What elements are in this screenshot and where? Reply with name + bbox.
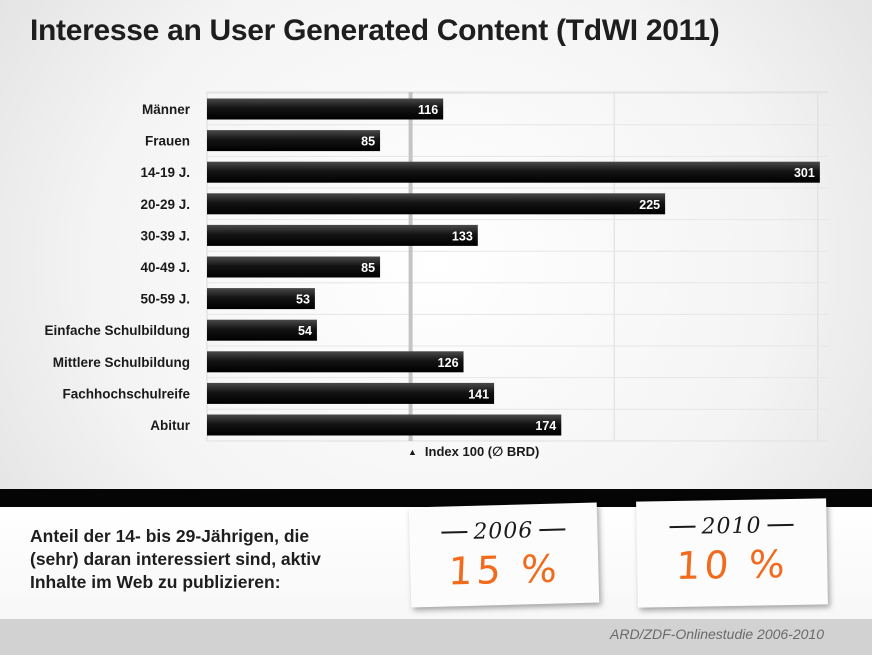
source-caption: ARD/ZDF-Onlinestudie 2006-2010 bbox=[610, 626, 824, 642]
category-label: Frauen bbox=[145, 134, 190, 149]
value-label: 53 bbox=[296, 293, 310, 307]
note-year-text: 2006 bbox=[473, 518, 534, 545]
value-label: 85 bbox=[361, 135, 375, 149]
bar bbox=[207, 382, 495, 404]
bar bbox=[207, 161, 820, 183]
bar bbox=[207, 130, 381, 152]
footer-strip bbox=[0, 619, 872, 655]
category-label: 50-59 J. bbox=[140, 292, 190, 307]
value-label: 141 bbox=[468, 387, 489, 401]
value-label: 85 bbox=[361, 261, 375, 275]
category-label: Mittlere Schulbildung bbox=[53, 355, 190, 370]
bar bbox=[207, 193, 666, 215]
value-label: 301 bbox=[794, 166, 815, 180]
category-label: 20-29 J. bbox=[140, 197, 190, 212]
note-card-2006: 2006 15 % bbox=[408, 502, 600, 608]
summary-line: Anteil der 14- bis 29-Jährigen, die bbox=[30, 526, 310, 546]
value-label: 116 bbox=[418, 103, 438, 117]
bar bbox=[207, 224, 478, 246]
reference-line-label: ▲ Index 100 (∅ BRD) bbox=[408, 444, 539, 460]
category-label: 14-19 J. bbox=[140, 165, 190, 180]
value-label: 174 bbox=[535, 419, 556, 433]
note-year: 2010 bbox=[636, 512, 826, 540]
bar bbox=[207, 319, 317, 341]
category-label: 40-49 J. bbox=[140, 260, 190, 275]
bar bbox=[207, 98, 444, 120]
note-year-text: 2010 bbox=[701, 513, 762, 540]
summary-line: Inhalte im Web zu publizieren: bbox=[30, 572, 281, 592]
value-label: 133 bbox=[452, 229, 473, 243]
bar-chart: Männer 116 Frauen 85 14-19 J. 301 20-29 J. 225 3… bbox=[44, 91, 828, 442]
reference-marker-icon: ▲ bbox=[408, 447, 417, 457]
bar bbox=[207, 256, 381, 278]
bar bbox=[207, 351, 464, 373]
value-label: 126 bbox=[438, 356, 459, 370]
summary-text: Anteil der 14- bis 29-Jährigen, die (seh… bbox=[30, 525, 390, 594]
chart-title: Interesse an User Generated Content (TdW… bbox=[30, 14, 720, 47]
value-label: 54 bbox=[298, 324, 312, 338]
bar bbox=[207, 288, 315, 310]
note-year: 2006 bbox=[409, 517, 598, 547]
note-percentage: 15 % bbox=[447, 546, 562, 594]
category-label: Einfache Schulbildung bbox=[44, 323, 190, 338]
bar bbox=[207, 414, 562, 436]
note-card-2010: 2010 10 % bbox=[636, 498, 828, 608]
category-label: Fachhochschulreife bbox=[62, 386, 190, 401]
value-label: 225 bbox=[639, 198, 660, 212]
summary-line: (sehr) daran interessiert sind, aktiv bbox=[30, 549, 321, 569]
note-percentage: 10 % bbox=[674, 541, 790, 589]
reference-line-text: Index 100 (∅ BRD) bbox=[424, 444, 540, 459]
category-label: 30-39 J. bbox=[140, 228, 190, 243]
category-label: Männer bbox=[142, 102, 191, 117]
category-label: Abitur bbox=[150, 418, 190, 433]
